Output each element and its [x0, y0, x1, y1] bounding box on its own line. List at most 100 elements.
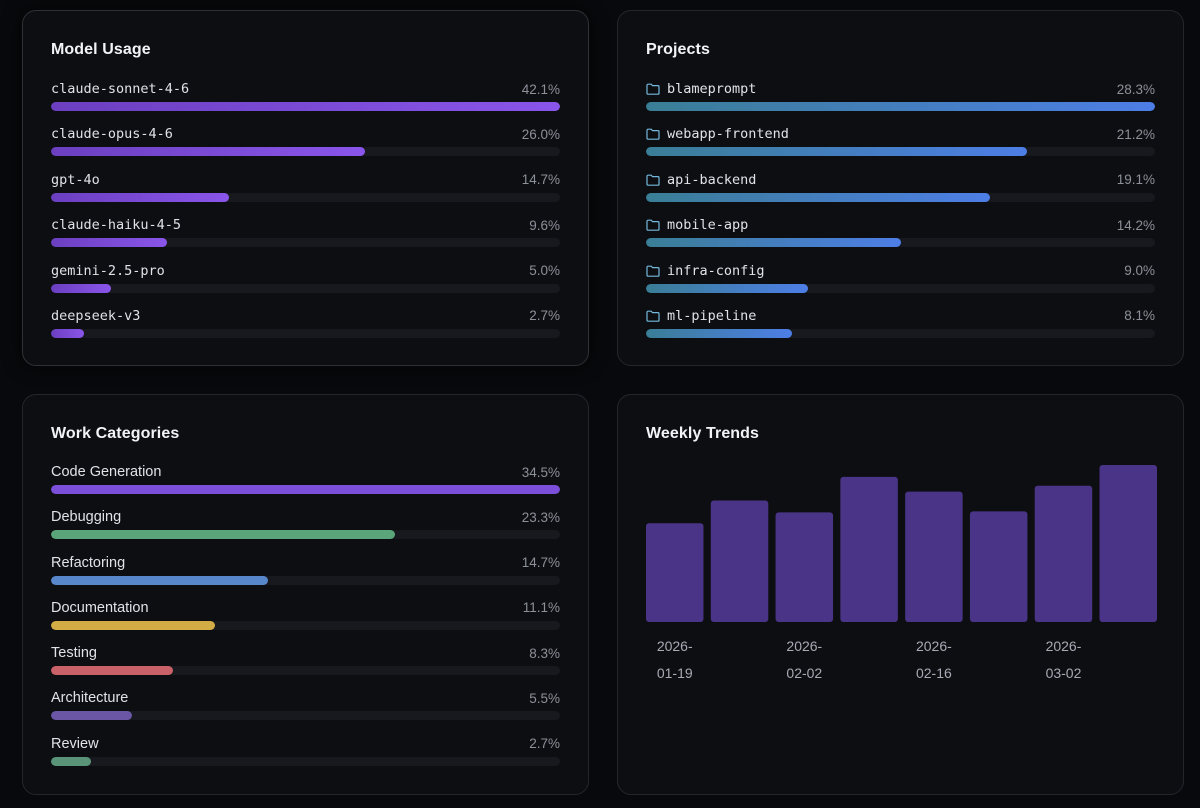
- folder-icon: [646, 310, 660, 322]
- chart-bar: [1099, 464, 1157, 622]
- model-usage-row: claude-sonnet-4-6 42.1%: [51, 80, 560, 125]
- category-name: Testing: [51, 645, 97, 662]
- progress-track: [51, 485, 560, 494]
- category-percentage: 2.7%: [529, 736, 560, 752]
- chart-bar: [969, 511, 1028, 622]
- work-categories-title: Work Categories: [51, 425, 180, 442]
- progress-track: [51, 328, 560, 338]
- progress-fill: [51, 328, 84, 338]
- x-tick-label: 02-02: [786, 665, 822, 681]
- work-category-row: Testing 8.3%: [51, 644, 560, 689]
- project-percentage: 9.0%: [1124, 263, 1155, 279]
- progress-track: [51, 575, 560, 585]
- category-name: Documentation: [51, 599, 149, 616]
- model-percentage: 42.1%: [521, 81, 560, 97]
- project-row: blameprompt 28.3%: [646, 80, 1155, 125]
- category-percentage: 5.5%: [529, 690, 560, 706]
- work-category-row: Architecture 5.5%: [51, 689, 560, 734]
- chart-bar: [646, 523, 704, 622]
- progress-fill: [51, 102, 560, 111]
- progress-fill: [51, 756, 91, 766]
- chart-bar: [1034, 485, 1093, 622]
- model-percentage: 14.7%: [521, 172, 560, 188]
- category-name: Code Generation: [51, 464, 162, 480]
- progress-track: [51, 192, 560, 202]
- model-name: claude-haiku-4-5: [51, 217, 182, 234]
- model-percentage: 9.6%: [529, 217, 560, 233]
- model-percentage: 5.0%: [529, 263, 560, 279]
- progress-track: [51, 666, 560, 676]
- weekly-trends-chart: 2026- 01-19 2026- 02-02 2026- 02-16 2026- 03-02: [646, 464, 1157, 681]
- weekly-trends-card: Weekly Trends 2026- 01-19 2026- 02-02 2026- 0…: [617, 394, 1184, 795]
- project-name: api-backend: [667, 171, 757, 188]
- project-name: webapp-frontend: [667, 126, 789, 143]
- project-name: ml-pipeline: [667, 307, 757, 324]
- model-usage-row: deepseek-v3 2.7%: [51, 307, 560, 352]
- progress-track: [51, 283, 560, 293]
- progress-fill: [646, 238, 902, 248]
- x-tick-label: 01-19: [657, 665, 693, 681]
- x-tick-label: 03-02: [1046, 665, 1082, 681]
- category-percentage: 8.3%: [529, 645, 560, 661]
- work-category-row: Debugging 23.3%: [51, 508, 560, 553]
- progress-fill: [646, 147, 1028, 157]
- progress-track: [51, 620, 560, 630]
- project-row: webapp-frontend 21.2%: [646, 125, 1155, 170]
- category-name: Architecture: [51, 690, 129, 707]
- work-categories-list: Code Generation 34.5% Debugging 23.3% Refact…: [51, 463, 560, 780]
- folder-icon: [646, 83, 660, 95]
- progress-track: [646, 102, 1155, 111]
- x-tick-label: 2026-: [657, 638, 693, 654]
- model-name: gemini-2.5-pro: [51, 262, 165, 279]
- model-name: claude-opus-4-6: [51, 126, 173, 143]
- progress-fill: [51, 620, 215, 630]
- progress-fill: [51, 530, 395, 540]
- project-percentage: 21.2%: [1116, 126, 1155, 142]
- category-percentage: 14.7%: [521, 555, 560, 571]
- project-row: api-backend 19.1%: [646, 171, 1155, 216]
- project-row: ml-pipeline 8.1%: [646, 307, 1155, 352]
- category-name: Review: [51, 735, 99, 752]
- category-percentage: 34.5%: [521, 464, 560, 480]
- progress-track: [51, 238, 560, 248]
- project-row: infra-config 9.0%: [646, 262, 1155, 307]
- progress-track: [51, 711, 560, 721]
- work-category-row: Documentation 11.1%: [51, 599, 560, 644]
- work-categories-card: Work Categories Code Generation 34.5% Debu…: [22, 394, 589, 795]
- model-percentage: 2.7%: [529, 308, 560, 324]
- model-name: claude-sonnet-4-6: [51, 81, 190, 97]
- model-usage-title: Model Usage: [51, 41, 151, 58]
- model-percentage: 26.0%: [521, 126, 560, 142]
- category-name: Refactoring: [51, 554, 126, 571]
- project-percentage: 14.2%: [1116, 217, 1155, 233]
- progress-fill: [51, 147, 366, 157]
- folder-icon: [646, 265, 660, 277]
- work-category-row: Refactoring 14.7%: [51, 554, 560, 599]
- progress-fill: [51, 575, 268, 585]
- progress-track: [51, 102, 560, 111]
- model-usage-row: gemini-2.5-pro 5.0%: [51, 262, 560, 307]
- project-name: mobile-app: [667, 217, 749, 234]
- category-percentage: 11.1%: [522, 600, 560, 616]
- projects-title: Projects: [646, 41, 710, 58]
- progress-track: [51, 756, 560, 766]
- progress-fill: [51, 711, 133, 721]
- progress-fill: [646, 328, 792, 338]
- folder-icon: [646, 128, 660, 141]
- weekly-trends-title: Weekly Trends: [646, 425, 760, 442]
- progress-fill: [51, 192, 229, 202]
- model-usage-card: Model Usage claude-sonnet-4-6 42.1% claude…: [22, 10, 589, 366]
- project-percentage: 28.3%: [1116, 81, 1155, 97]
- model-usage-row: gpt-4o 14.7%: [51, 171, 560, 216]
- category-name: Debugging: [51, 509, 122, 526]
- chart-bar: [710, 500, 769, 622]
- progress-fill: [646, 192, 990, 202]
- progress-track: [646, 283, 1155, 293]
- x-tick-label: 2026-: [786, 638, 822, 654]
- project-percentage: 8.1%: [1124, 308, 1155, 324]
- progress-fill: [51, 283, 112, 293]
- project-row: mobile-app 14.2%: [646, 216, 1155, 261]
- work-category-row: Review 2.7%: [51, 735, 560, 780]
- project-name: infra-config: [667, 262, 765, 279]
- progress-fill: [51, 485, 560, 494]
